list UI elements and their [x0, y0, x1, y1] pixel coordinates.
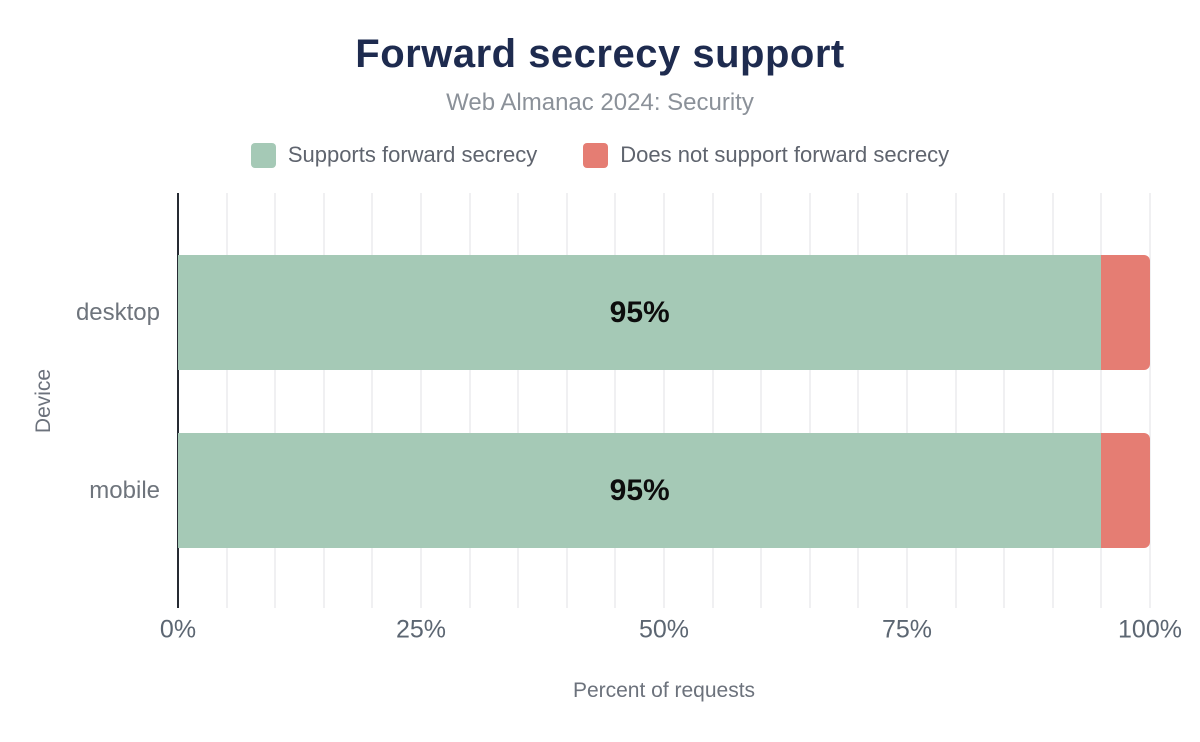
- gridline: [371, 193, 374, 608]
- bar-value-label-mobile: 95%: [609, 473, 670, 507]
- x-tick-label-50: 50%: [638, 615, 690, 644]
- plot-area: 95% 95% desktop mobile 0% 25% 50% 75% 100% Per…: [32, 193, 1182, 702]
- gridline: [1100, 193, 1103, 608]
- category-label-desktop: desktop: [75, 298, 160, 326]
- bar-row-mobile: 95%: [178, 433, 1150, 548]
- x-tick-label-75: 75%: [881, 615, 933, 644]
- x-tick-label-25: 25%: [395, 615, 447, 644]
- legend-label-supports: Supports forward secrecy: [287, 142, 538, 167]
- gridline: [322, 193, 325, 608]
- gridline: [760, 193, 763, 608]
- gridline: [274, 193, 277, 608]
- legend-swatch-does-not-support-icon: [583, 142, 609, 168]
- legend-item-supports-forward-secrecy[interactable]: Supports forward secrecy: [250, 142, 538, 168]
- bar-segment-mobile-series-1[interactable]: [1101, 433, 1150, 548]
- chart-subtitle: Web Almanac 2024: Security: [446, 89, 754, 116]
- gridline: [663, 193, 665, 608]
- gridline: [808, 193, 811, 608]
- x-axis-title: Percent of requests: [572, 679, 756, 702]
- bar-segment-desktop-series-1[interactable]: [1101, 255, 1150, 370]
- category-label-mobile: mobile: [89, 476, 160, 504]
- legend-item-does-not-support-forward-secrecy[interactable]: Does not support forward secrecy: [583, 142, 949, 168]
- gridline: [420, 193, 422, 608]
- gridline: [1149, 193, 1151, 608]
- y-axis-title: Device: [32, 368, 55, 433]
- gridline: [517, 193, 520, 608]
- gridline: [906, 193, 908, 608]
- bar-value-label-desktop: 95%: [609, 295, 670, 329]
- gridline: [225, 193, 228, 608]
- chart-title: Forward secrecy support: [355, 32, 845, 76]
- bar-row-desktop: 95%: [178, 255, 1150, 370]
- bar-segment-mobile-series-0[interactable]: [178, 433, 1102, 548]
- x-tick-label-0: 0%: [159, 615, 197, 644]
- gridline: [565, 193, 568, 608]
- gridline: [954, 193, 957, 608]
- legend-swatch-supports-icon: [250, 142, 276, 168]
- gridline: [1003, 193, 1006, 608]
- gridline: [857, 193, 860, 608]
- legend-label-does-not-support: Does not support forward secrecy: [620, 142, 950, 167]
- legend: Supports forward secrecy Does not suppor…: [0, 142, 1200, 168]
- bar-segment-desktop-series-0[interactable]: [178, 255, 1102, 370]
- y-axis-line: [177, 193, 179, 608]
- gridline: [614, 193, 617, 608]
- gridline: [1051, 193, 1054, 608]
- gridline: [711, 193, 714, 608]
- x-tick-label-100: 100%: [1118, 615, 1182, 644]
- gridline: [468, 193, 471, 608]
